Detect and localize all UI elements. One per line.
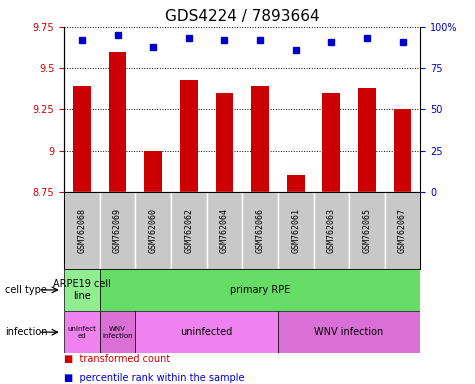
Text: GSM762066: GSM762066 [256,208,265,253]
Bar [144,151,162,192]
Bar [394,109,411,192]
Bar [135,192,171,269]
Bar [180,80,198,192]
Bar [278,311,420,353]
Bar [135,311,278,353]
Bar [314,192,349,269]
Bar [171,192,207,269]
Text: GSM762060: GSM762060 [149,208,158,253]
Bar [207,192,242,269]
Bar [100,192,135,269]
Text: uninfect
ed: uninfect ed [67,326,96,339]
Bar [73,86,91,192]
Text: infection: infection [5,327,47,337]
Text: GSM762065: GSM762065 [362,208,371,253]
Text: GSM762067: GSM762067 [398,208,407,253]
Bar [100,311,135,353]
Text: primary RPE: primary RPE [230,285,290,295]
Text: cell type: cell type [5,285,47,295]
Bar [64,192,100,269]
Bar [349,192,385,269]
Bar [323,93,340,192]
Text: GSM762064: GSM762064 [220,208,229,253]
Text: GSM762062: GSM762062 [184,208,193,253]
Bar [216,93,233,192]
Title: GDS4224 / 7893664: GDS4224 / 7893664 [165,9,320,24]
Text: GSM762061: GSM762061 [291,208,300,253]
Text: WNV
infection: WNV infection [102,326,133,339]
Bar [251,86,269,192]
Text: GSM762069: GSM762069 [113,208,122,253]
Bar [242,192,278,269]
Text: uninfected: uninfected [180,327,233,337]
Bar [64,269,100,311]
Bar [287,175,304,192]
Text: ■  transformed count: ■ transformed count [64,354,171,364]
Text: WNV infection: WNV infection [314,327,384,337]
Text: ARPE19 cell
line: ARPE19 cell line [53,279,111,301]
Bar [64,311,100,353]
Bar [358,88,376,192]
Text: ■  percentile rank within the sample: ■ percentile rank within the sample [64,373,245,383]
Bar [109,52,126,192]
Text: GSM762063: GSM762063 [327,208,336,253]
Text: GSM762068: GSM762068 [77,208,86,253]
Bar [278,192,314,269]
Bar [385,192,420,269]
